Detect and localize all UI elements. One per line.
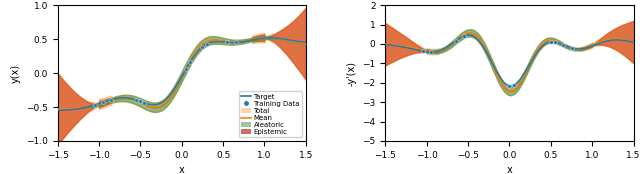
Point [566,46,577,49]
Y-axis label: y(x): y(x) [10,64,20,83]
Point [550,41,560,44]
Point [417,50,428,53]
Point [90,104,100,106]
Point [426,51,436,54]
Point [202,43,212,45]
Point [451,39,461,42]
Point [185,61,195,64]
Y-axis label: -y'(x): -y'(x) [347,61,356,86]
Point [509,84,519,86]
Point [558,44,568,46]
Point [222,41,232,44]
Point [131,98,141,101]
X-axis label: x: x [507,165,513,174]
Point [459,34,469,37]
Point [140,102,150,104]
Point [197,45,207,48]
Legend: Target, Training Data, Total, Mean, Aleatoric, Epistemic: Target, Training Data, Total, Mean, Alea… [239,91,303,137]
Point [106,98,116,101]
Point [135,100,145,103]
Point [504,84,515,87]
X-axis label: x: x [179,165,184,174]
Point [180,68,191,71]
Point [230,41,241,44]
Point [98,101,108,104]
Point [546,41,556,44]
